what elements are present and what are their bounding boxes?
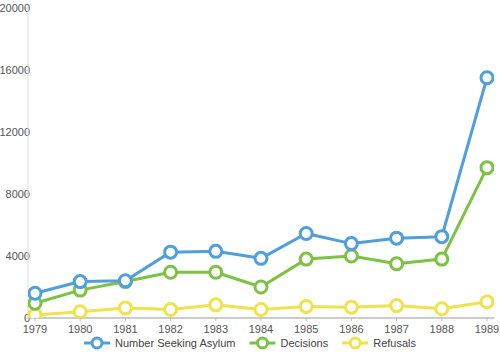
series-marker: [210, 266, 222, 278]
series-marker: [345, 301, 357, 313]
x-tick: [351, 318, 352, 321]
series-marker: [481, 72, 493, 84]
y-tick-label: 20000: [0, 2, 30, 14]
series-marker: [345, 250, 357, 262]
legend-item: Number Seeking Asylum: [84, 337, 235, 349]
series-marker: [165, 246, 177, 258]
series-marker: [29, 287, 41, 299]
x-tick-label: 1985: [294, 323, 318, 335]
series-marker: [345, 238, 357, 250]
x-tick-label: 1981: [113, 323, 137, 335]
series-marker: [481, 296, 493, 308]
x-tick-label: 1987: [384, 323, 408, 335]
x-tick: [125, 318, 126, 321]
x-tick: [487, 318, 488, 321]
legend-label: Decisions: [281, 337, 329, 349]
series-marker: [300, 253, 312, 265]
y-tick-label: 12000: [0, 126, 30, 138]
series-marker: [74, 306, 86, 318]
y-tick-label: 16000: [0, 64, 30, 76]
series-marker: [391, 300, 403, 312]
plot-area: [29, 72, 493, 318]
x-tick-label: 1984: [249, 323, 273, 335]
series-marker: [300, 228, 312, 240]
series-marker: [391, 258, 403, 270]
legend-item: Decisions: [250, 337, 329, 349]
series-marker: [436, 303, 448, 315]
x-tick: [35, 318, 36, 321]
series-marker: [165, 303, 177, 315]
series-marker: [391, 232, 403, 244]
series-marker: [165, 266, 177, 278]
chart: 0400080001200016000200001979198019811982…: [0, 0, 500, 352]
series-marker: [436, 253, 448, 265]
series-marker: [210, 245, 222, 257]
x-tick-label: 1983: [204, 323, 228, 335]
series-marker: [255, 252, 267, 264]
legend-marker: [92, 338, 102, 348]
series-marker: [255, 281, 267, 293]
series-marker: [119, 275, 131, 287]
series-marker: [119, 276, 131, 288]
x-tick: [261, 318, 262, 321]
x-tick-label: 1982: [158, 323, 182, 335]
x-tick: [215, 318, 216, 321]
y-tick-label: 8000: [6, 188, 30, 200]
y-tick-label: 4000: [6, 250, 30, 262]
x-tick: [441, 318, 442, 321]
legend-label: Number Seeking Asylum: [115, 337, 235, 349]
series-marker: [300, 300, 312, 312]
series-marker: [119, 302, 131, 314]
series-marker: [481, 162, 493, 174]
series-line: [35, 78, 487, 293]
series-marker: [255, 303, 267, 315]
legend-marker: [258, 338, 268, 348]
x-tick-label: 1980: [68, 323, 92, 335]
x-tick: [306, 318, 307, 321]
x-tick-label: 1979: [23, 323, 47, 335]
legend-item: Refusals: [342, 337, 416, 349]
legend-label: Refusals: [373, 337, 416, 349]
x-tick-label: 1989: [475, 323, 499, 335]
x-tick-label: 1986: [339, 323, 363, 335]
series-line: [35, 168, 487, 304]
x-tick-label: 1988: [430, 323, 454, 335]
legend: Number Seeking Asylum Decisions Refusals: [84, 337, 416, 349]
series-marker: [74, 276, 86, 288]
series-line: [35, 302, 487, 315]
x-tick: [396, 318, 397, 321]
y-axis: [28, 8, 29, 318]
series-marker: [210, 299, 222, 311]
x-tick: [170, 318, 171, 321]
series-marker: [436, 231, 448, 243]
x-tick: [80, 318, 81, 321]
legend-marker: [350, 338, 360, 348]
